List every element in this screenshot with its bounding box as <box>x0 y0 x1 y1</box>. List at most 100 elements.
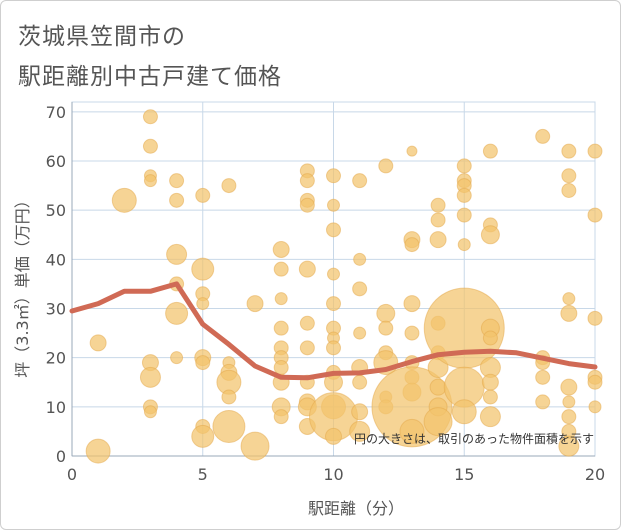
bubble-point <box>562 292 576 306</box>
bubble-point <box>170 351 184 365</box>
bubble-point <box>212 410 246 443</box>
bubble-point <box>353 252 367 266</box>
bubble-point <box>349 420 371 442</box>
bubble-point <box>351 403 369 421</box>
bubble-point <box>273 409 289 425</box>
bubble-point <box>480 225 500 245</box>
bubble-point <box>195 187 211 203</box>
y-tick-label: 10 <box>46 398 66 417</box>
bubble-point <box>240 431 270 461</box>
bubble-point <box>352 173 368 189</box>
x-tick-label: 15 <box>454 465 474 484</box>
bubble-point <box>221 178 237 194</box>
x-tick-label: 5 <box>198 465 208 484</box>
bubble-point <box>404 237 420 253</box>
bubble-point <box>273 360 289 375</box>
bubble-point <box>430 197 446 213</box>
bubble-point <box>482 143 498 159</box>
bubble-point <box>191 257 215 281</box>
bubble-point <box>535 128 551 144</box>
bubble-point <box>326 168 341 184</box>
bubble-point <box>588 400 602 414</box>
bubble-point <box>429 231 447 249</box>
bubble-point <box>273 320 289 336</box>
x-tick-label: 0 <box>67 465 77 484</box>
y-tick-label: 50 <box>46 201 66 220</box>
bubble-point <box>558 435 580 457</box>
bubble-point <box>399 418 425 444</box>
bubble-point <box>535 369 551 385</box>
bubble-point <box>456 207 472 223</box>
bubble-point <box>423 407 453 437</box>
y-tick-label: 40 <box>46 250 66 269</box>
bubble-point <box>246 295 264 313</box>
bubble-point <box>274 292 288 306</box>
y-tick-label: 60 <box>46 152 66 171</box>
bubble-layer <box>85 109 603 464</box>
bubble-point <box>299 173 315 189</box>
bubble-point <box>562 395 576 409</box>
bubble-point <box>587 374 603 390</box>
bubble-point <box>221 389 237 405</box>
bubble-point <box>299 315 315 331</box>
bubble-point <box>561 409 577 425</box>
bubble-point <box>429 378 447 396</box>
x-tick-label: 20 <box>585 465 605 484</box>
bubble-point <box>142 138 158 154</box>
bubble-point <box>327 267 340 281</box>
y-tick-label: 30 <box>46 300 66 319</box>
bubble-point <box>587 310 603 326</box>
bubble-point <box>196 297 210 311</box>
axis-ticks: 0 10 20 30 40 50 60 70 0 5 10 15 20 <box>46 103 606 484</box>
bubble-point <box>166 243 188 265</box>
x-axis-label: 駅距離（分） <box>308 499 404 518</box>
bubble-point <box>325 427 342 445</box>
bubble-point <box>352 281 368 297</box>
chart-title-line1: 茨城県笠間市の <box>18 24 186 50</box>
bubble-point <box>352 374 368 390</box>
bubble-point <box>143 405 157 419</box>
bubble-point <box>327 198 340 212</box>
bubble-point <box>353 326 367 340</box>
bubble-point <box>298 260 316 278</box>
bubble-point <box>560 304 578 322</box>
bubble-point <box>560 378 578 396</box>
bubble-point <box>89 334 107 352</box>
y-tick-label: 20 <box>46 349 66 368</box>
bubble-point <box>430 212 446 228</box>
y-axis-label: 坪（3.3㎡）単価（万円） <box>13 192 32 377</box>
bubble-point <box>85 438 111 464</box>
bubble-point <box>587 143 603 159</box>
bubble-point <box>406 145 418 157</box>
bubble-point <box>191 424 215 448</box>
bubble-point <box>482 330 498 346</box>
y-tick-label: 0 <box>56 447 66 466</box>
bubble-point <box>273 261 289 277</box>
trend-line <box>69 281 598 381</box>
bubble-point <box>169 192 185 208</box>
bubble-point <box>561 168 577 184</box>
x-tick-label: 10 <box>323 465 343 484</box>
bubble-point <box>299 197 315 213</box>
size-annotation: 円の大きさは、取引のあった物件面積を示す <box>354 431 594 446</box>
bubble-point <box>165 301 189 325</box>
bubble-point <box>142 109 158 125</box>
bubble-point <box>587 207 603 223</box>
bubble-point <box>139 366 161 388</box>
bubble-point <box>195 355 211 371</box>
bubble-point <box>111 187 137 213</box>
bubble-point <box>482 389 498 405</box>
bubble-point <box>378 320 394 336</box>
bubble-point <box>479 406 501 428</box>
bubble-point <box>376 303 396 323</box>
bubble-point <box>535 394 551 410</box>
bubble-point <box>457 238 471 252</box>
bubble-point <box>456 187 472 203</box>
bubble-point <box>403 295 421 313</box>
chart-title-line2: 駅距離別中古戸建て価格 <box>18 64 282 90</box>
bubble-point <box>561 183 577 198</box>
bubble-point <box>481 373 499 391</box>
bubble-point <box>326 340 341 356</box>
bubble-point <box>404 325 420 341</box>
